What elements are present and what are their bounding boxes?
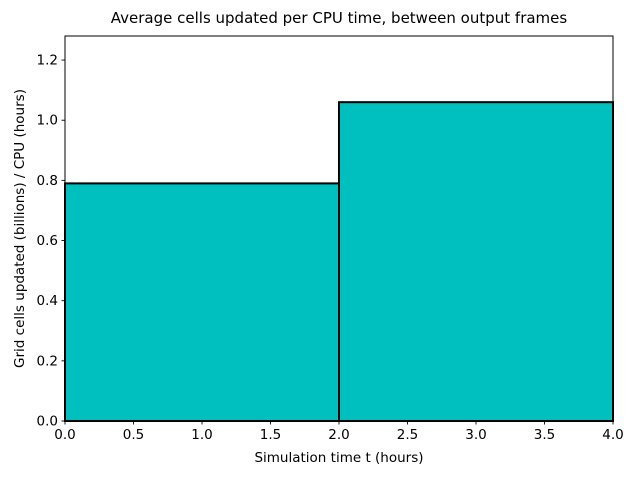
y-tick-label: 0.6 [37,233,58,249]
y-axis-label: Grid cells updated (billions) / CPU (hou… [12,89,28,368]
histogram-bar [64,182,340,422]
bars-group [64,101,614,422]
x-tick-label: 0.5 [123,427,144,443]
plot-frame [64,35,614,422]
x-tick-label: 3.5 [534,427,555,443]
y-tick-label: 0.2 [37,353,58,369]
x-tick-label: 2.5 [397,427,418,443]
x-tick-label: 3.0 [465,427,486,443]
y-tick-label: 1.0 [37,113,58,129]
x-axis-label: Simulation time t (hours) [254,450,423,466]
axes-group: 0.0 0.5 1.0 1.5 2.0 2.5 3.0 3.5 4.0 0.0 0.2 0.4 0.6 0… [37,35,624,443]
x-tick-label: 4.0 [602,427,623,443]
y-tick-label: 0.0 [37,414,58,430]
x-tick-label: 1.5 [260,427,281,443]
histogram-bar [338,101,614,422]
y-tick-label: 0.4 [37,293,58,309]
y-tick-label: 0.8 [37,173,58,189]
y-tick-label: 1.2 [37,53,58,69]
x-tick-label: 1.0 [191,427,212,443]
chart-title: Average cells updated per CPU time, betw… [111,9,568,27]
x-tick-label: 2.0 [328,427,349,443]
x-tick-label: 0.0 [54,427,75,443]
